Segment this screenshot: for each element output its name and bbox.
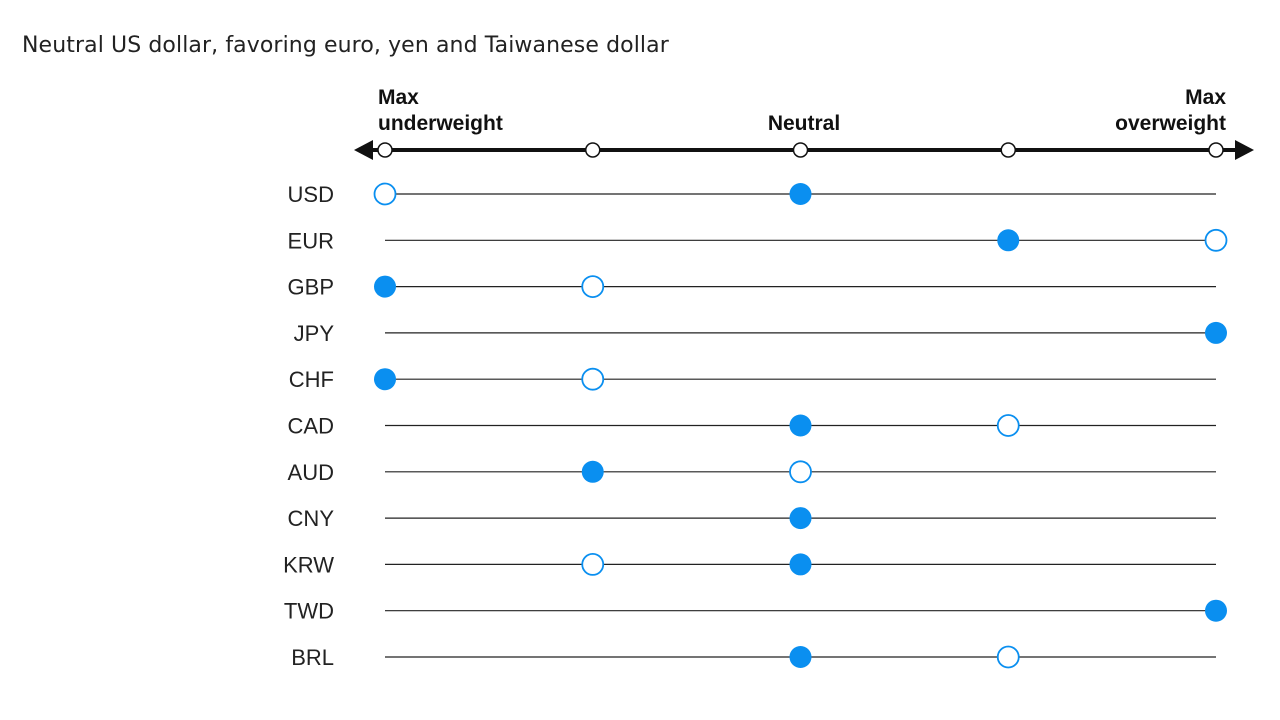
row-label: EUR	[288, 228, 334, 253]
row-chf: CHF	[289, 367, 1216, 392]
axis-arrow-left	[354, 140, 373, 160]
chart-title: Neutral US dollar, favoring euro, yen an…	[22, 33, 669, 58]
axis-tick-marker	[1000, 142, 1016, 158]
row-eur: EUR	[288, 228, 1228, 253]
axis-arrow-right	[1235, 140, 1254, 160]
scale-labels: Max underweight Neutral Max overweight	[378, 86, 1226, 135]
hollow-marker	[996, 645, 1020, 669]
row-cny: CNY	[288, 506, 1216, 531]
filled-marker	[789, 414, 812, 437]
filled-marker	[1205, 599, 1227, 622]
axis-tick-marker	[585, 142, 601, 158]
row-label: TWD	[284, 599, 334, 624]
hollow-marker	[996, 414, 1020, 437]
axis-ticks	[377, 142, 1224, 158]
row-label: CHF	[289, 367, 334, 392]
filled-marker	[581, 460, 604, 483]
row-label: CAD	[288, 414, 334, 439]
scale-label-max-overweight-line1: Max	[1185, 86, 1226, 109]
filled-marker	[789, 507, 812, 530]
row-label: AUD	[288, 460, 334, 485]
row-label: BRL	[291, 645, 334, 670]
scale-axis	[354, 140, 1254, 160]
filled-marker	[789, 183, 812, 205]
hollow-marker	[789, 460, 812, 484]
hollow-marker	[581, 275, 605, 299]
filled-marker	[789, 646, 812, 668]
scale-label-neutral: Neutral	[768, 112, 840, 135]
row-label: KRW	[283, 552, 334, 577]
row-gbp: GBP	[288, 275, 1216, 300]
currency-rows: USD EUR GBP JPY CHF CAD AUD CNY KRW TWD BRL	[283, 182, 1228, 670]
axis-tick-marker	[377, 142, 393, 158]
filled-marker	[1205, 321, 1227, 344]
row-cad: CAD	[288, 414, 1216, 439]
scale-label-max-underweight-line1: Max	[378, 86, 419, 109]
hollow-marker	[373, 182, 397, 206]
row-label: USD	[288, 182, 334, 207]
filled-marker	[374, 275, 396, 298]
axis-tick-marker	[1208, 142, 1224, 158]
scale-label-max-overweight-line2: overweight	[1115, 112, 1226, 135]
filled-marker	[374, 368, 396, 391]
row-brl: BRL	[291, 645, 1216, 670]
hollow-marker	[1204, 228, 1228, 252]
hollow-marker	[581, 367, 605, 391]
row-jpy: JPY	[294, 321, 1227, 346]
row-label: GBP	[288, 275, 334, 300]
scale-label-max-underweight-line2: underweight	[378, 112, 503, 135]
hollow-marker	[581, 553, 605, 576]
filled-marker	[997, 229, 1020, 252]
row-aud: AUD	[288, 460, 1216, 485]
row-twd: TWD	[284, 599, 1227, 624]
row-krw: KRW	[283, 552, 1216, 577]
row-label: CNY	[288, 506, 335, 531]
filled-marker	[789, 553, 812, 576]
row-label: JPY	[294, 321, 335, 346]
axis-tick-marker	[792, 142, 809, 158]
row-usd: USD	[288, 182, 1216, 207]
